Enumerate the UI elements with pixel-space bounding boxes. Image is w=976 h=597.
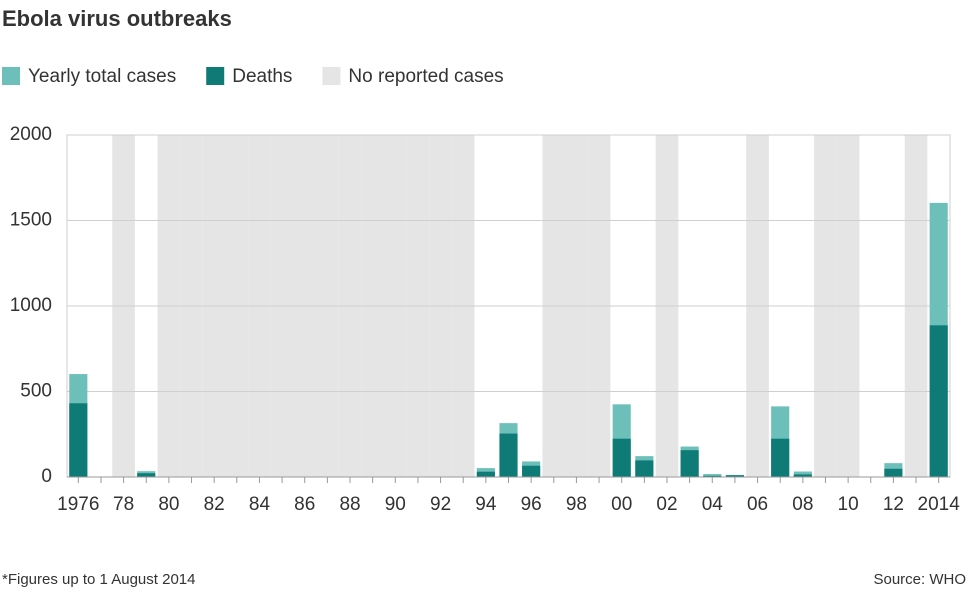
legend-swatch bbox=[206, 67, 225, 85]
x-tick-label: 04 bbox=[702, 494, 724, 515]
y-tick-label: 2000 bbox=[10, 124, 52, 145]
x-tick-label: 06 bbox=[747, 494, 768, 515]
legend-label: No reported cases bbox=[348, 66, 503, 87]
bar bbox=[703, 475, 722, 477]
legend-swatch bbox=[322, 67, 341, 85]
bar bbox=[612, 438, 631, 477]
bar bbox=[680, 450, 699, 477]
x-tick-label: 1976 bbox=[57, 494, 99, 515]
source: Source: WHO bbox=[873, 571, 966, 588]
x-tick-label: 84 bbox=[249, 494, 271, 515]
y-tick-label: 500 bbox=[20, 381, 52, 402]
x-tick-label: 90 bbox=[385, 494, 406, 515]
x-tick-label: 92 bbox=[430, 494, 451, 515]
bar bbox=[522, 465, 541, 477]
chart-title: Ebola virus outbreaks bbox=[2, 6, 232, 31]
x-tick-label: 88 bbox=[339, 494, 360, 515]
x-tick-label: 00 bbox=[611, 494, 632, 515]
legend-label: Deaths bbox=[232, 66, 292, 87]
x-tick-label: 08 bbox=[792, 494, 813, 515]
x-tick-label: 86 bbox=[294, 494, 315, 515]
bar bbox=[69, 403, 88, 477]
bar bbox=[635, 460, 654, 477]
y-tick-label: 0 bbox=[41, 466, 52, 487]
x-tick-label: 78 bbox=[113, 494, 134, 515]
x-tick-label: 02 bbox=[656, 494, 677, 515]
bar bbox=[929, 325, 948, 477]
x-tick-label: 96 bbox=[521, 494, 542, 515]
y-tick-label: 1000 bbox=[10, 295, 52, 316]
x-tick-label: 10 bbox=[838, 494, 859, 515]
x-tick-label: 98 bbox=[566, 494, 587, 515]
bar bbox=[137, 473, 156, 477]
bar bbox=[793, 471, 812, 477]
footnote: *Figures up to 1 August 2014 bbox=[2, 571, 195, 588]
bar bbox=[884, 468, 903, 477]
bar bbox=[771, 438, 790, 477]
bar bbox=[476, 471, 495, 477]
legend-swatch bbox=[2, 67, 20, 85]
bar bbox=[703, 474, 722, 477]
x-tick-label: 2014 bbox=[918, 494, 961, 515]
x-tick-label: 12 bbox=[883, 494, 904, 515]
x-tick-label: 82 bbox=[204, 494, 225, 515]
bar bbox=[725, 475, 744, 477]
x-tick-label: 80 bbox=[158, 494, 179, 515]
bar bbox=[499, 433, 518, 477]
bar bbox=[793, 474, 812, 477]
y-tick-label: 1500 bbox=[10, 210, 52, 231]
legend-label: Yearly total cases bbox=[28, 66, 176, 87]
x-tick-label: 94 bbox=[475, 494, 497, 515]
